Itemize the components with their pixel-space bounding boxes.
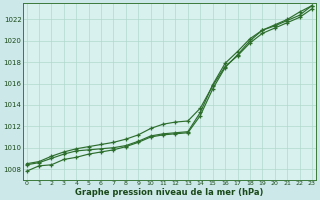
X-axis label: Graphe pression niveau de la mer (hPa): Graphe pression niveau de la mer (hPa) bbox=[75, 188, 263, 197]
